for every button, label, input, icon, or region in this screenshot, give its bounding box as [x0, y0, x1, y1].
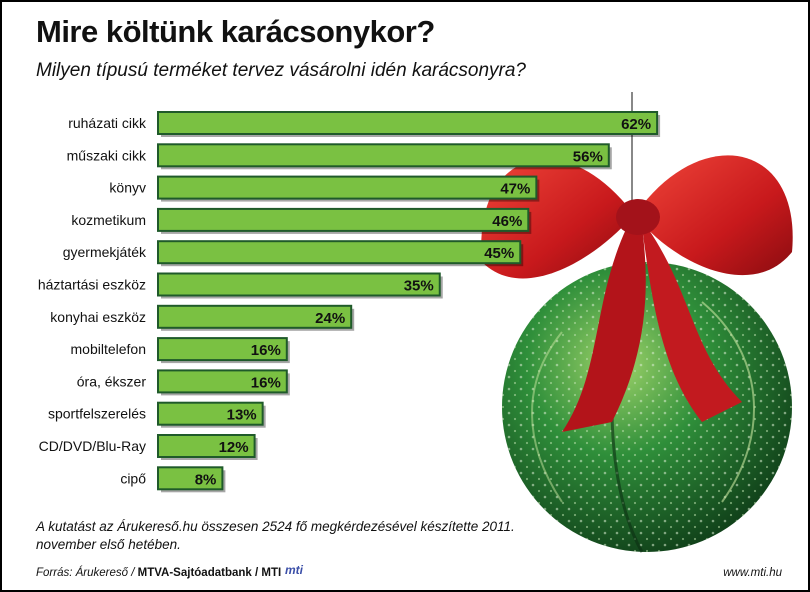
bow-right-loop: [637, 155, 793, 276]
bar: [157, 337, 288, 362]
category-label: háztartási eszköz: [38, 277, 146, 293]
bar-value-label: 62%: [621, 116, 651, 133]
bar: [157, 369, 288, 394]
category-label: műszaki cikk: [67, 147, 147, 163]
bow-knot: [616, 199, 660, 235]
chart-title: Mire költünk karácsonykor?: [36, 14, 435, 49]
source-url: www.mti.hu: [723, 567, 782, 579]
bar-group: ruházati cikk 62% műszaki cikk 56% könyv 47% k…: [38, 111, 661, 493]
bar: [157, 111, 659, 135]
bar: [157, 207, 530, 232]
ornament-illustration: [481, 92, 793, 553]
category-label: sportfelszerelés: [48, 406, 146, 422]
bar-value-label: 16%: [251, 374, 281, 391]
bar-value-label: 24%: [315, 310, 345, 327]
bar-value-label: 56%: [573, 148, 603, 165]
bar-value-label: 46%: [492, 213, 522, 230]
source-line: Forrás: Árukereső / MTVA-Sajtóadatbank /…: [36, 567, 281, 579]
category-label: könyv: [109, 180, 146, 196]
bar: [157, 272, 441, 297]
category-label: ruházati cikk: [68, 115, 147, 131]
bar: [157, 434, 256, 458]
ribbon-tail-left: [562, 227, 646, 432]
category-label: CD/DVD/Blu-Ray: [39, 438, 146, 454]
bar-value-label: 35%: [404, 278, 434, 295]
category-label: cipő: [120, 470, 146, 486]
bar: [157, 143, 610, 168]
chart-subtitle: Milyen típusú terméket tervez vásárolni …: [36, 60, 527, 81]
source-agency: MTVA-Sajtóadatbank / MTI: [137, 567, 282, 579]
bar-value-label: 47%: [500, 181, 530, 198]
bar-value-label: 8%: [195, 471, 217, 488]
category-label: konyhai eszköz: [50, 309, 146, 325]
footnote: A kutatást az Árukereső.hu összesen 2524…: [36, 519, 515, 552]
bar-value-label: 16%: [251, 342, 281, 359]
bar-value-label: 45%: [484, 245, 514, 262]
bar: [157, 466, 224, 491]
bar: [157, 401, 264, 426]
bar: [157, 304, 353, 329]
category-label: óra, ékszer: [77, 373, 147, 389]
ribbon-tail-right: [642, 227, 742, 422]
category-label: gyermekjáték: [63, 244, 147, 260]
category-label: kozmetikum: [71, 212, 146, 228]
bar-value-label: 12%: [219, 439, 249, 456]
bar: [157, 240, 522, 265]
bar: [157, 175, 538, 200]
mti-logo: mti: [285, 563, 303, 577]
category-label: mobiltelefon: [71, 341, 147, 357]
source-prefix: Forrás: Árukereső /: [36, 567, 135, 579]
bar-value-label: 13%: [227, 407, 257, 424]
